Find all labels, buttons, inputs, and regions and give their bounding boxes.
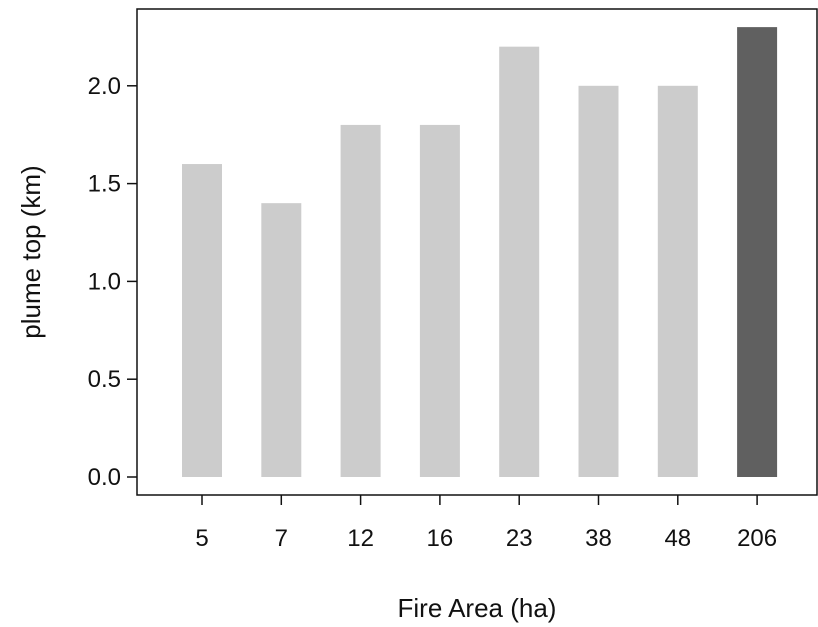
bar-12: [340, 124, 381, 478]
y-tick-label: 0.5: [88, 366, 121, 393]
bar-38: [578, 85, 619, 478]
bar-206: [737, 27, 778, 478]
bar-5: [182, 164, 222, 478]
x-tick-label: 38: [585, 525, 612, 552]
x-tick-label: 48: [664, 525, 691, 552]
x-tick-label: 7: [275, 525, 288, 552]
y-tick-label: 1.5: [88, 171, 121, 198]
y-axis-title: plume top (km): [16, 165, 46, 338]
x-tick-label: 12: [347, 525, 374, 552]
bars-group: [182, 27, 778, 478]
plot-frame: [136, 8, 818, 496]
x-tick-label: 206: [737, 525, 777, 552]
x-tick-label: 16: [427, 525, 454, 552]
x-axis: 5 7 12 16 23 38 48 206: [195, 495, 777, 552]
y-tick-label: 1.0: [88, 268, 121, 295]
y-tick-label: 0.0: [88, 464, 121, 491]
x-tick-label: 5: [195, 525, 208, 552]
x-tick-label: 23: [506, 525, 533, 552]
bar-23: [499, 46, 540, 478]
bar-7: [261, 203, 302, 477]
y-tick-label: 2.0: [88, 73, 121, 100]
x-axis-title: Fire Area (ha): [398, 593, 557, 623]
bar-16: [419, 124, 460, 478]
y-axis: 0.0 0.5 1.0 1.5 2.0: [88, 73, 137, 491]
bar-48: [657, 85, 698, 478]
